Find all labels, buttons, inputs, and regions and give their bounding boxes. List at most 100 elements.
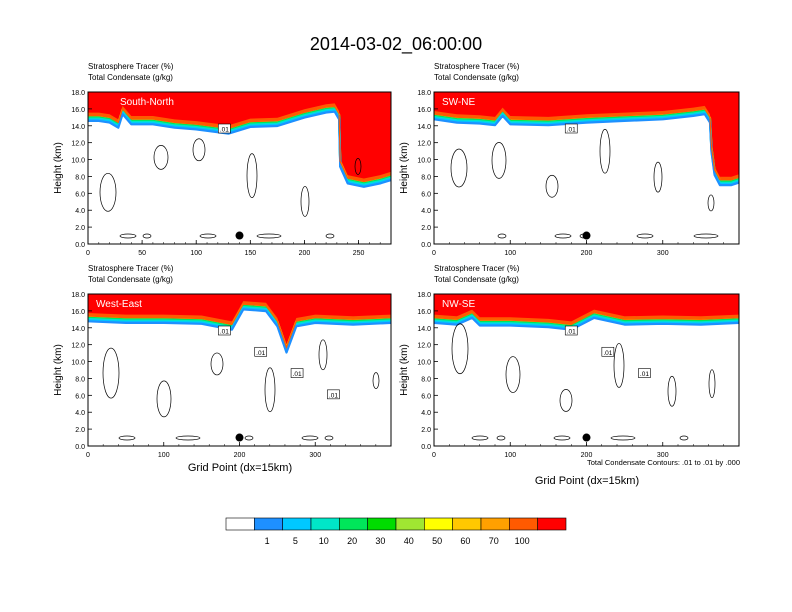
contour-low-cloud [553,435,571,441]
contour-cloud [707,194,715,212]
panel-nw-se: Stratosphere Tracer (%) Total Condensate … [399,264,740,459]
y-tick-label: 18.0 [71,292,85,299]
colorbar-label: 1 [265,536,270,546]
y-axis-title: Height (km) [53,142,64,194]
contour-label-box [327,389,340,400]
x-tick-label: 300 [657,452,669,459]
y-tick-label: 8.0 [75,376,85,383]
contour-cloud [318,339,328,371]
colorbar-box [254,517,283,531]
y-tick-label: 18.0 [71,90,85,97]
contour-label-box [638,368,651,378]
panel-title-condensate: Total Condensate (g/kg) [88,73,173,82]
contour-low-cloud [693,233,719,239]
tropopause-edge [434,311,739,326]
y-tick-label: 14.0 [71,124,85,131]
tracer-band-2 [88,306,391,352]
contour-cloud [246,153,258,198]
contour-cloud [99,172,117,212]
contour-low-cloud [175,435,201,441]
contour-cloud [708,369,716,399]
y-tick-label: 0.0 [75,444,85,451]
panel-title-condensate: Total Condensate (g/kg) [434,275,519,284]
x-tick-label: 200 [299,250,311,257]
contour-low-cloud [119,233,137,239]
y-tick-label: 8.0 [421,174,431,181]
contour-low-cloud [256,233,282,239]
contour-label: .01 [603,350,612,357]
contour-cloud [354,158,362,175]
y-tick-label: 4.0 [421,208,431,215]
contour-label-box [254,346,268,357]
panel-south-north: Stratosphere Tracer (%) Total Condensate … [53,62,392,257]
contour-label: .01 [220,329,229,336]
contour-cloud [300,186,310,217]
contour-low-cloud [244,435,254,441]
panel-title-tracer: Stratosphere Tracer (%) [434,264,520,273]
colorbar-box [310,517,340,531]
y-tick-label: 0.0 [421,242,431,249]
contour-cloud [505,356,521,393]
location-marker [582,433,591,442]
tracer-band-orange [434,105,739,180]
y-tick-label: 12.0 [71,343,85,350]
condensate-contours [99,138,362,239]
contour-label: .01 [293,371,302,378]
y-tick-label: 6.0 [75,393,85,400]
location-marker [582,231,591,240]
y-tick-label: 8.0 [421,376,431,383]
panel-sw-ne: Stratosphere Tracer (%) Total Condensate … [399,62,740,257]
panel-title-tracer: Stratosphere Tracer (%) [88,264,174,273]
contour-low-cloud [679,435,689,441]
colorbar-label: 10 [319,536,329,546]
location-marker [235,231,244,240]
x-tick-label: 100 [190,250,202,257]
section-name: SW-NE [442,97,475,108]
y-tick-label: 10.0 [71,360,85,367]
y-tick-label: 2.0 [75,225,85,232]
stratosphere-tracer-fill [88,294,391,348]
panel-title-tracer: Stratosphere Tracer (%) [88,62,174,71]
colorbar-box [395,517,425,531]
colorbar-box [452,517,482,531]
section-name: West-East [96,299,142,310]
x-tick-label: 100 [504,452,516,459]
y-tick-label: 8.0 [75,174,85,181]
y-tick-label: 4.0 [75,410,85,417]
contour-label-box [218,123,231,134]
tracer-band-1 [88,304,391,351]
contour-label-box [564,123,578,134]
x-tick-label: 50 [138,250,146,257]
x-tick-label: 200 [234,452,246,459]
y-tick-label: 16.0 [71,309,85,316]
contour-cloud [192,138,206,162]
condensate-contours [450,128,719,239]
contour-cloud [450,148,468,188]
contour-label: .01 [640,371,649,378]
colorbar-label: 20 [347,536,357,546]
contour-label-box [564,325,578,336]
stratosphere-tracer-fill [88,92,391,182]
y-axis-title: Height (km) [399,344,410,396]
colorbar-label: 60 [460,536,470,546]
tracer-band-4 [434,316,739,331]
panels: Stratosphere Tracer (%) Total Condensate … [53,62,740,459]
y-tick-label: 14.0 [417,124,431,131]
tropopause-edge [88,105,391,183]
y-tick-label: 0.0 [421,444,431,451]
panel-title-tracer: Stratosphere Tracer (%) [434,62,520,71]
contour-cloud [613,343,625,388]
y-tick-label: 6.0 [75,191,85,198]
contour-cloud [102,347,120,399]
y-tick-label: 16.0 [417,309,431,316]
x-axis-title-left: Grid Point (dx=15km) [188,462,292,474]
contour-cloud [559,389,573,412]
x-tick-label: 0 [432,452,436,459]
y-tick-label: 12.0 [417,141,431,148]
contour-cloud [599,128,611,174]
tracer-field [88,92,391,188]
contour-cloud [372,372,380,389]
y-tick-label: 6.0 [421,393,431,400]
x-tick-label: 300 [309,452,321,459]
